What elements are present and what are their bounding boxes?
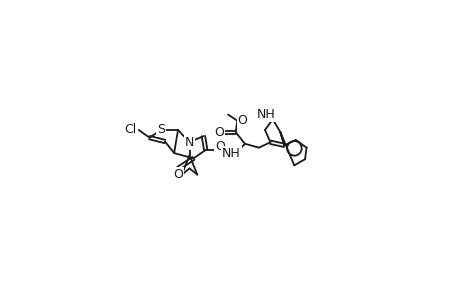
Text: Cl: Cl [124,123,136,136]
Text: S: S [157,123,165,136]
Text: N: N [185,136,194,149]
Text: O: O [215,140,225,153]
Text: O: O [237,114,247,127]
Text: O: O [213,126,223,139]
Text: O: O [173,168,183,181]
Text: NH: NH [221,147,240,160]
Text: NH: NH [257,108,275,121]
